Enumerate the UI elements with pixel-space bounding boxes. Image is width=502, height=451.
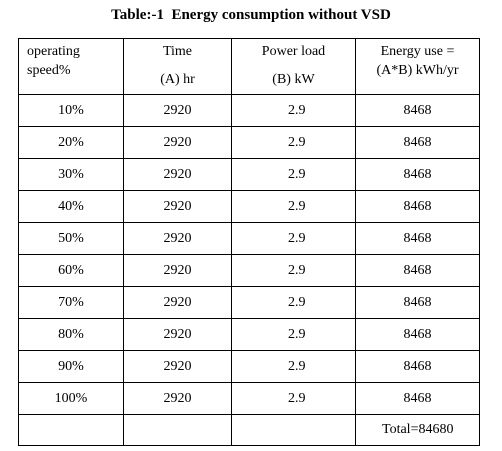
cell-speed: 30%	[18, 158, 124, 191]
header-energy-line2: (A*B) kWh/yr	[376, 63, 459, 78]
cell-speed: 50%	[18, 222, 124, 255]
header-time: Time (A) hr	[123, 38, 232, 95]
cell-power: 2.9	[231, 318, 356, 351]
cell-time: 2920	[123, 126, 232, 159]
energy-table: operating speed% Time (A) hr Power load …	[18, 38, 480, 446]
cell-time: 2920	[123, 382, 232, 415]
header-time-line1: Time	[162, 44, 193, 59]
cell-time: 2920	[123, 222, 232, 255]
table-row: 30% 2920 2.9 8468	[18, 158, 480, 191]
table-body: 10% 2920 2.9 8468 20% 2920 2.9 8468 30% …	[18, 94, 480, 446]
cell-speed: 20%	[18, 126, 124, 159]
cell-power: 2.9	[231, 222, 356, 255]
cell-energy: 8468	[355, 126, 480, 159]
cell-power: 2.9	[231, 286, 356, 319]
cell-time: 2920	[123, 158, 232, 191]
table-row: 20% 2920 2.9 8468	[18, 126, 480, 159]
header-operating-speed: operating speed%	[18, 38, 124, 95]
cell-energy: 8468	[355, 190, 480, 223]
cell-power: 2.9	[231, 126, 356, 159]
cell-time: 2920	[123, 286, 232, 319]
cell-speed: 70%	[18, 286, 124, 319]
cell-energy: 8468	[355, 382, 480, 415]
cell-energy: 8468	[355, 350, 480, 383]
cell-speed: 100%	[18, 382, 124, 415]
table-row: 90% 2920 2.9 8468	[18, 350, 480, 383]
cell-speed: 80%	[18, 318, 124, 351]
table-row: 10% 2920 2.9 8468	[18, 94, 480, 127]
cell-speed: 90%	[18, 350, 124, 383]
cell-time: 2920	[123, 94, 232, 127]
cell-power: 2.9	[231, 190, 356, 223]
table-row: 40% 2920 2.9 8468	[18, 190, 480, 223]
total-value: Total=84680	[355, 414, 480, 446]
cell-power: 2.9	[231, 94, 356, 127]
header-power-line2: (B) kW	[272, 72, 315, 87]
cell-energy: 8468	[355, 158, 480, 191]
cell-speed: 40%	[18, 190, 124, 223]
header-speed-line1: operating	[27, 44, 80, 59]
table-row: 50% 2920 2.9 8468	[18, 222, 480, 255]
table-row: 60% 2920 2.9 8468	[18, 254, 480, 287]
empty-cell	[123, 414, 232, 446]
cell-time: 2920	[123, 318, 232, 351]
cell-speed: 10%	[18, 94, 124, 127]
cell-time: 2920	[123, 350, 232, 383]
total-row: Total=84680	[18, 414, 480, 446]
header-speed-line2: speed%	[27, 63, 71, 78]
header-time-line2: (A) hr	[160, 72, 195, 87]
cell-time: 2920	[123, 254, 232, 287]
cell-power: 2.9	[231, 254, 356, 287]
cell-speed: 60%	[18, 254, 124, 287]
cell-energy: 8468	[355, 254, 480, 287]
table-row: 70% 2920 2.9 8468	[18, 286, 480, 319]
table-caption: Table:-1 Energy consumption without VSD	[111, 7, 391, 23]
header-row: operating speed% Time (A) hr Power load …	[18, 38, 480, 95]
cell-time: 2920	[123, 190, 232, 223]
header-energy-line1: Energy use =	[380, 44, 455, 59]
header-energy-use: Energy use = (A*B) kWh/yr	[355, 38, 480, 95]
header-power-load: Power load (B) kW	[231, 38, 356, 95]
cell-energy: 8468	[355, 286, 480, 319]
cell-energy: 8468	[355, 318, 480, 351]
table-row: 80% 2920 2.9 8468	[18, 318, 480, 351]
cell-power: 2.9	[231, 350, 356, 383]
cell-energy: 8468	[355, 94, 480, 127]
cell-energy: 8468	[355, 222, 480, 255]
cell-power: 2.9	[231, 382, 356, 415]
table-row: 100% 2920 2.9 8468	[18, 382, 480, 415]
empty-cell	[231, 414, 356, 446]
cell-power: 2.9	[231, 158, 356, 191]
header-power-line1: Power load	[261, 44, 326, 59]
empty-cell	[18, 414, 124, 446]
